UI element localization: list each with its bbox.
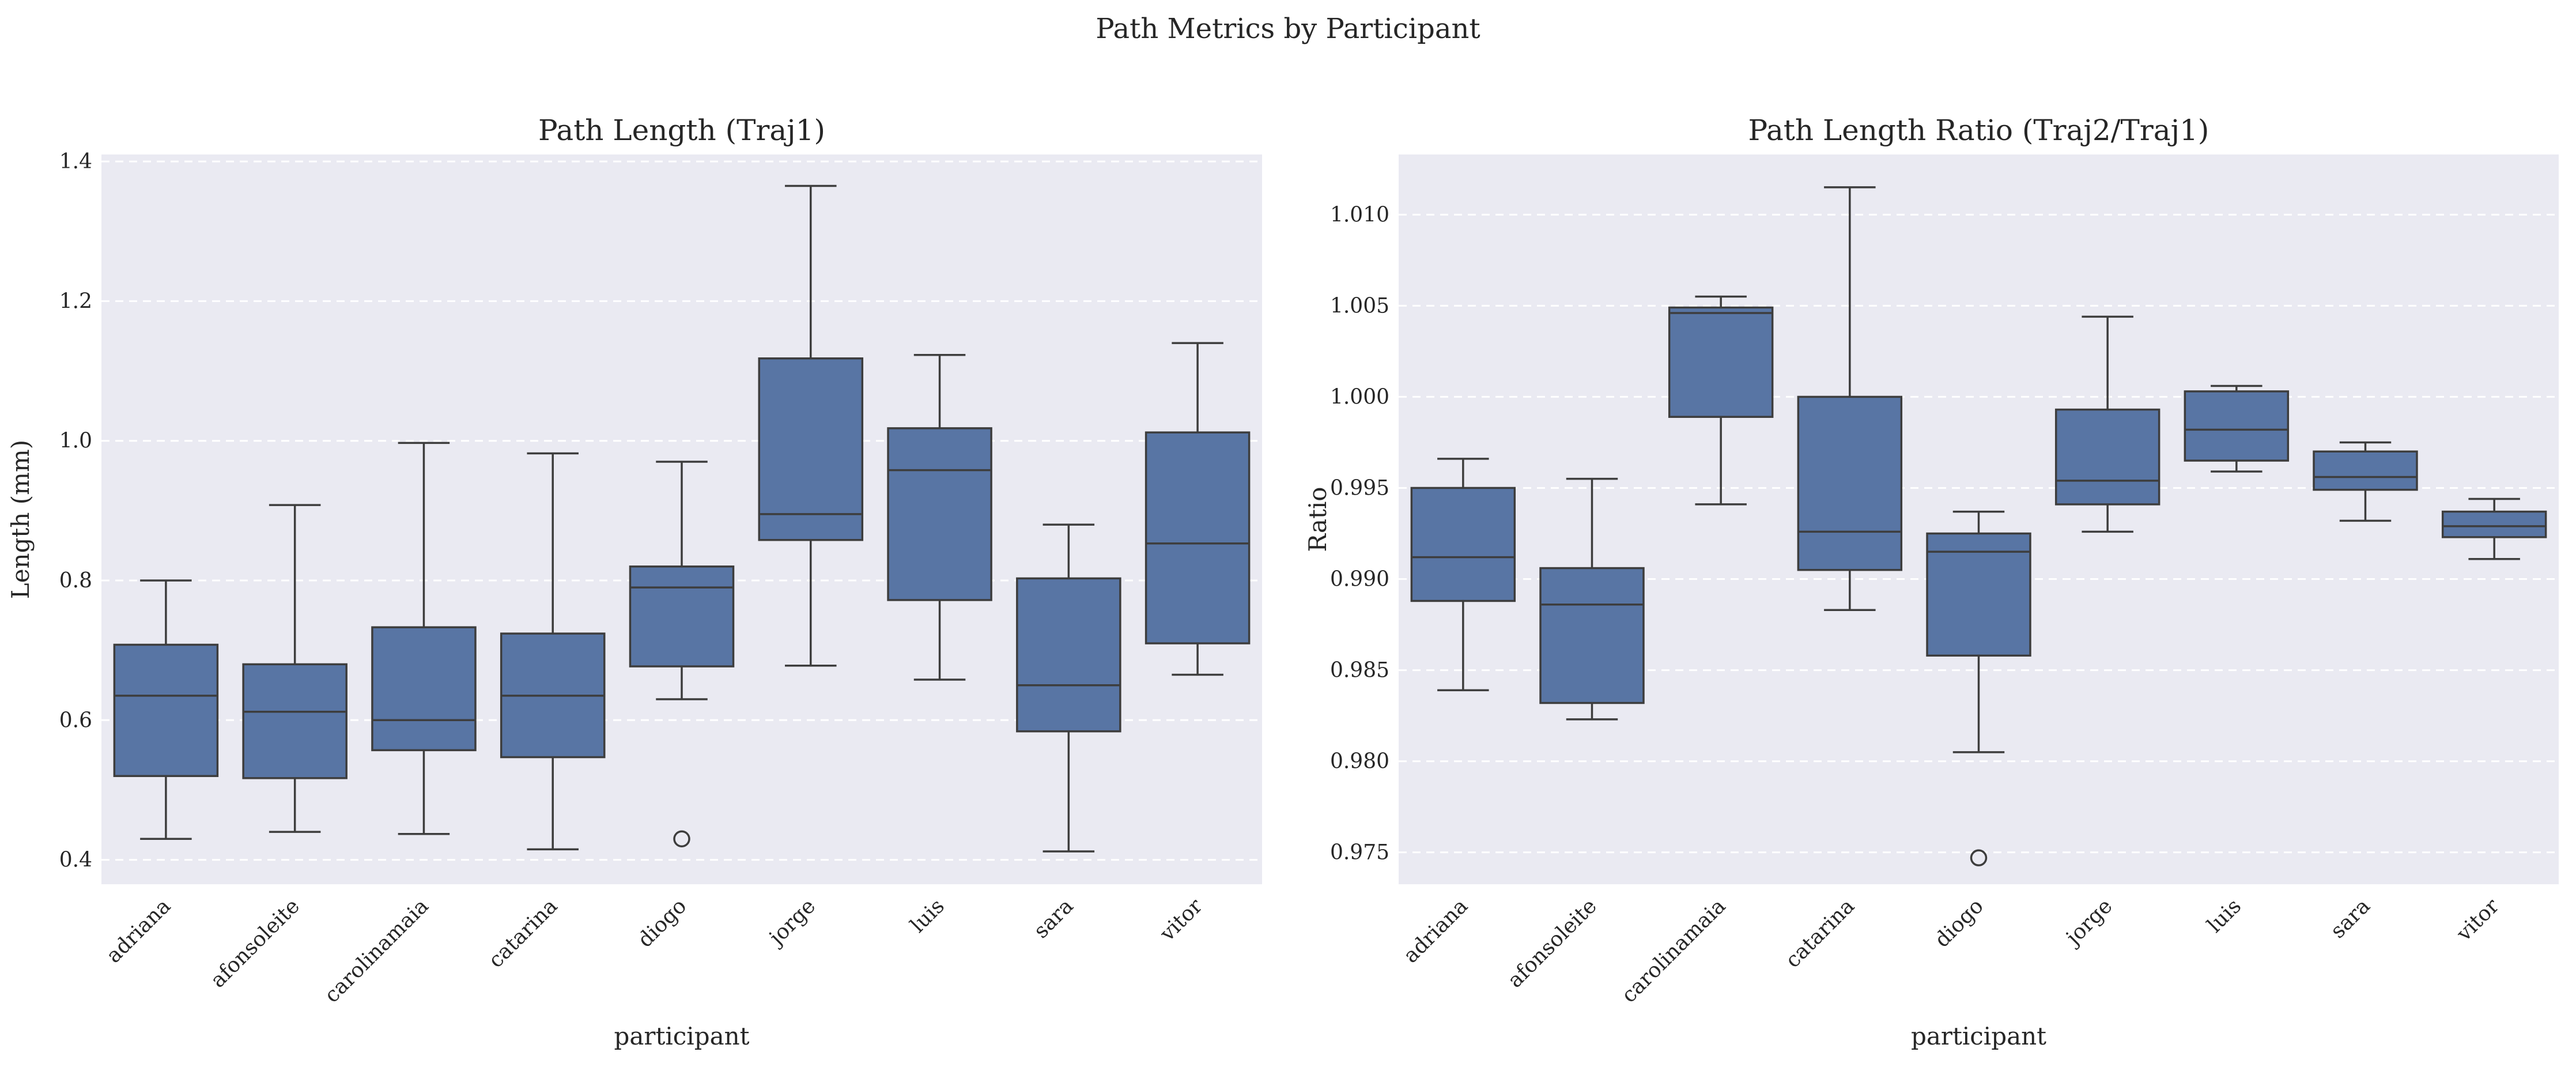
- y-axis-label: Ratio: [1304, 487, 1332, 552]
- box-jorge: [758, 184, 864, 667]
- y-tick-label: 1.2: [59, 289, 92, 313]
- box-sara: [2313, 441, 2418, 522]
- box-vitor: [2441, 497, 2547, 560]
- box-carolinamaia: [1668, 295, 1774, 506]
- x-tick-label: catarina: [1781, 894, 1859, 972]
- y-tick-label: 0.995: [1330, 476, 1389, 500]
- box-diogo: [629, 461, 735, 848]
- outlier-point: [673, 830, 690, 848]
- x-tick-label: sara: [2326, 894, 2375, 943]
- x-tick-label: afonsoleite: [206, 894, 304, 992]
- box-afonsoleite: [242, 504, 348, 833]
- box-sara: [1016, 523, 1121, 853]
- box-adriana: [113, 579, 219, 840]
- box-afonsoleite: [1539, 477, 1645, 721]
- iqr-box: [1410, 487, 1516, 602]
- box-catarina: [1797, 186, 1903, 612]
- y-tick-label: 0.980: [1330, 750, 1389, 774]
- iqr-box: [113, 643, 219, 777]
- y-tick-label: 0.8: [59, 569, 92, 593]
- y-axis-label: Length (mm): [6, 440, 35, 599]
- y-tick-label: 0.985: [1330, 659, 1389, 683]
- iqr-box: [371, 626, 477, 752]
- iqr-box: [2054, 408, 2160, 506]
- box-diogo: [1926, 510, 2031, 866]
- box-catarina: [500, 452, 606, 851]
- x-tick-label: vitor: [2452, 894, 2505, 947]
- box-adriana: [1410, 458, 1516, 692]
- iqr-box: [242, 663, 348, 779]
- x-tick-label: afonsoleite: [1504, 894, 1601, 992]
- y-tick-label: 0.990: [1330, 568, 1389, 591]
- x-axis-label: participant: [614, 1022, 749, 1050]
- box-luis: [2184, 384, 2290, 473]
- iqr-box: [629, 565, 735, 668]
- iqr-box: [1016, 577, 1121, 733]
- x-tick-label: adriana: [1399, 894, 1473, 968]
- x-tick-label: luis: [906, 894, 949, 937]
- y-tick-label: 0.4: [59, 849, 92, 872]
- box-vitor: [1145, 342, 1251, 676]
- x-tick-label: carolinamaia: [1617, 894, 1730, 1007]
- x-tick-label: luis: [2203, 894, 2246, 937]
- y-tick-label: 1.4: [59, 150, 92, 174]
- x-tick-label: vitor: [1155, 894, 1208, 947]
- y-tick-label: 0.975: [1330, 841, 1389, 865]
- y-tick-label: 1.0: [59, 429, 92, 453]
- x-tick-label: jorge: [2060, 894, 2117, 951]
- panel-path-length-ratio: 0.975 0.980 0.985 0.990 0.995 1.000 1.005 1.010…: [1304, 114, 2559, 1050]
- panel-path-length: 0.4 0.6 0.8 1.0 1.2 1.4 adriana afonsoleite caro…: [6, 114, 1262, 1050]
- box-jorge: [2054, 315, 2160, 533]
- x-tick-label: adriana: [102, 894, 176, 968]
- x-tick-label: diogo: [633, 894, 691, 952]
- x-tick-label: sara: [1029, 894, 1078, 943]
- x-tick-label: catarina: [484, 894, 562, 972]
- figure-suptitle: Path Metrics by Participant: [1096, 13, 1480, 45]
- y-tick-label: 1.000: [1330, 385, 1389, 409]
- iqr-box: [1145, 431, 1251, 644]
- x-tick-label: jorge: [764, 894, 821, 951]
- panel-title: Path Length Ratio (Traj2/Traj1): [1748, 114, 2209, 147]
- y-tick-label: 0.6: [59, 708, 92, 732]
- box-carolinamaia: [371, 442, 477, 835]
- box-luis: [887, 353, 992, 681]
- iqr-box: [1539, 567, 1645, 704]
- iqr-box: [1926, 532, 2031, 657]
- outlier-point: [1970, 849, 1988, 866]
- x-tick-label: carolinamaia: [320, 894, 433, 1007]
- y-tick-label: 1.005: [1330, 294, 1389, 318]
- panel-title: Path Length (Traj1): [538, 114, 825, 147]
- x-axis-label: participant: [1911, 1022, 2046, 1050]
- iqr-box: [1797, 395, 1903, 571]
- iqr-box: [1668, 306, 1774, 418]
- iqr-box: [758, 357, 864, 541]
- iqr-box: [887, 427, 992, 601]
- x-tick-label: diogo: [1930, 894, 1988, 952]
- y-tick-label: 1.010: [1330, 203, 1389, 227]
- iqr-box: [2441, 510, 2547, 538]
- iqr-box: [2184, 390, 2290, 462]
- iqr-box: [2313, 450, 2418, 491]
